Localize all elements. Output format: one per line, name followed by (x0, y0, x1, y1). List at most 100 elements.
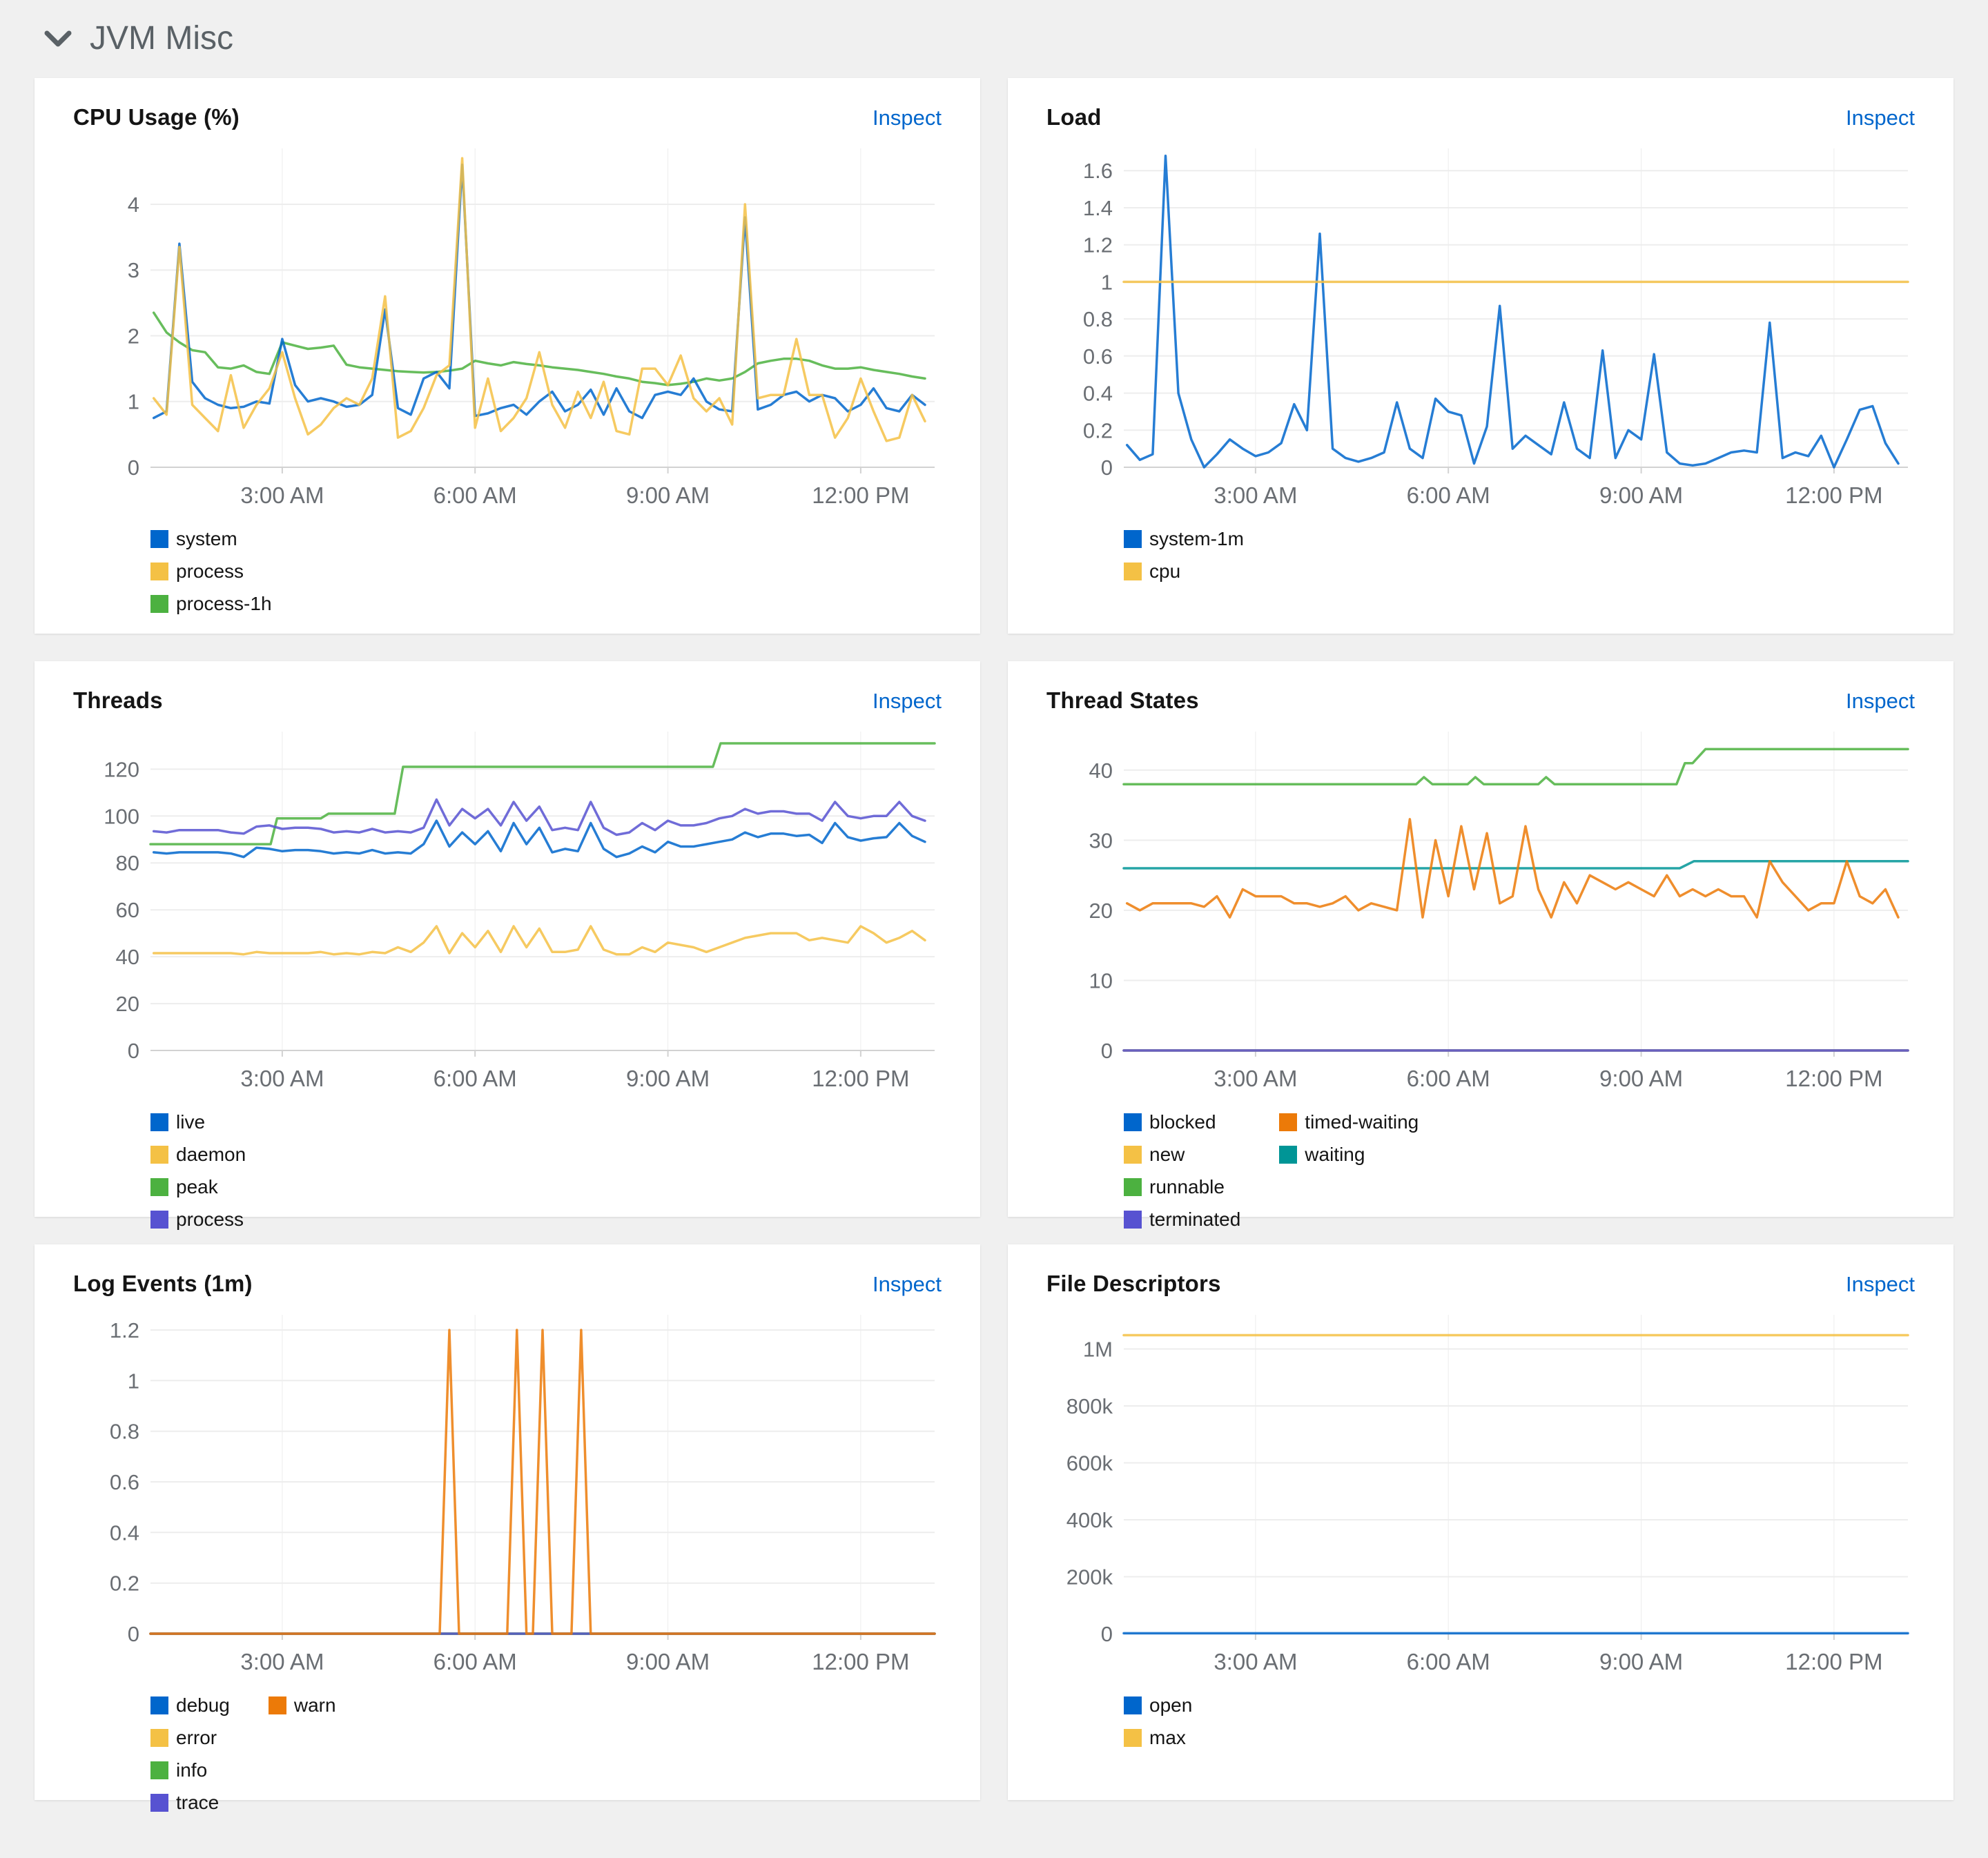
legend-label: process (176, 1209, 244, 1230)
legend-item-process: process (150, 1209, 246, 1231)
panel-title: File Descriptors (1046, 1271, 1221, 1296)
svg-text:600k: 600k (1066, 1451, 1113, 1476)
legend-swatch-icon (150, 1146, 168, 1164)
svg-text:3: 3 (128, 258, 139, 282)
legend-item-daemon: daemon (150, 1144, 246, 1166)
chart-legend: blocked new runnable terminated timed-waitin… (1124, 1111, 1915, 1231)
svg-text:3:00 AM: 3:00 AM (240, 1649, 324, 1674)
legend-item-max: max (1124, 1727, 1192, 1749)
svg-text:0: 0 (128, 1039, 139, 1063)
svg-text:12:00 PM: 12:00 PM (812, 1066, 909, 1091)
legend-swatch-icon (150, 1729, 168, 1747)
thread-states-chart[interactable]: 3:00 AM 6:00 AM 9:00 AM 12:00 PM 0 10 20 30 40 (1046, 721, 1915, 1107)
svg-text:200k: 200k (1066, 1565, 1113, 1590)
panel-title: Load (1046, 104, 1102, 130)
svg-text:0: 0 (1101, 456, 1113, 480)
legend-label: process (176, 560, 244, 582)
svg-text:9:00 AM: 9:00 AM (1599, 1066, 1683, 1091)
inspect-link[interactable]: Inspect (873, 689, 942, 713)
svg-text:80: 80 (116, 851, 139, 875)
legend-item-terminated: terminated (1124, 1209, 1240, 1231)
svg-text:0.2: 0.2 (110, 1572, 139, 1596)
section-title: JVM Misc (90, 20, 233, 57)
legend-swatch-icon (268, 1696, 286, 1714)
legend-swatch-icon (150, 1113, 168, 1131)
legend-label: open (1149, 1694, 1193, 1716)
chart-legend: live daemon peak process (150, 1111, 942, 1231)
panel-title: CPU Usage (%) (73, 104, 240, 130)
inspect-link[interactable]: Inspect (873, 106, 942, 130)
svg-text:12:00 PM: 12:00 PM (812, 1649, 909, 1674)
svg-text:6:00 AM: 6:00 AM (1407, 482, 1490, 508)
log-events-chart[interactable]: 3:00 AM 6:00 AM 9:00 AM 12:00 PM 0 0.2 0.4 0.6 0… (73, 1304, 942, 1690)
load-chart[interactable]: 3:00 AM 6:00 AM 9:00 AM 12:00 PM 0 0.2 0.4 0.6 0… (1046, 137, 1915, 524)
panel-file-descriptors: File Descriptors Inspect 3:00 AM 6:00 AM 9… (1008, 1244, 1953, 1800)
svg-text:0.8: 0.8 (110, 1420, 139, 1444)
legend-label: waiting (1305, 1144, 1365, 1165)
svg-text:0.2: 0.2 (1083, 418, 1113, 442)
cpu-usage-chart[interactable]: 3:00 AM 6:00 AM 9:00 AM 12:00 PM 0 1 2 3 4 (73, 137, 942, 524)
file-descriptors-chart[interactable]: 3:00 AM 6:00 AM 9:00 AM 12:00 PM 0 200k 400k 60… (1046, 1304, 1915, 1690)
dashboard-grid: CPU Usage (%) Inspect 3:00 AM 6:00 AM 9:00… (35, 78, 1953, 1813)
legend-label: daemon (176, 1144, 246, 1165)
legend-swatch-icon (1124, 563, 1142, 580)
legend-swatch-icon (1124, 530, 1142, 548)
svg-text:40: 40 (1089, 759, 1113, 783)
legend-item-runnable: runnable (1124, 1176, 1240, 1198)
legend-swatch-icon (150, 1178, 168, 1196)
svg-text:1.2: 1.2 (1083, 233, 1113, 257)
svg-text:20: 20 (116, 992, 139, 1016)
svg-text:1: 1 (1101, 270, 1113, 294)
svg-text:9:00 AM: 9:00 AM (626, 1649, 710, 1674)
legend-swatch-icon (1279, 1113, 1298, 1131)
svg-text:0: 0 (1101, 1622, 1113, 1646)
chart-legend: debug error info trace warn (150, 1694, 942, 1814)
legend-label: debug (176, 1694, 230, 1716)
svg-text:3:00 AM: 3:00 AM (240, 482, 324, 508)
svg-text:1.4: 1.4 (1083, 196, 1113, 220)
legend-item-open: open (1124, 1694, 1192, 1717)
svg-text:20: 20 (1089, 899, 1113, 923)
svg-text:0.6: 0.6 (1083, 344, 1113, 369)
svg-text:0.6: 0.6 (110, 1470, 139, 1494)
inspect-link[interactable]: Inspect (873, 1272, 942, 1296)
panel-thread-states: Thread States Inspect 3:00 AM 6:00 AM 9:00… (1008, 661, 1953, 1230)
svg-text:400k: 400k (1066, 1508, 1113, 1532)
svg-text:3:00 AM: 3:00 AM (1214, 482, 1297, 508)
legend-item-system: system (150, 528, 272, 550)
threads-chart[interactable]: 3:00 AM 6:00 AM 9:00 AM 12:00 PM 0 20 40 60 80 10… (73, 721, 942, 1107)
svg-text:12:00 PM: 12:00 PM (1785, 1066, 1882, 1091)
legend-item-blocked: blocked (1124, 1111, 1240, 1133)
section-jvm-misc-toggle[interactable]: JVM Misc (44, 19, 233, 57)
legend-swatch-icon (150, 1696, 168, 1714)
chart-legend: system-1m cpu (1124, 528, 1915, 583)
legend-label: system (176, 528, 237, 549)
legend-label: timed-waiting (1305, 1111, 1419, 1133)
legend-swatch-icon (1124, 1146, 1142, 1164)
legend-label: runnable (1149, 1176, 1225, 1197)
svg-text:6:00 AM: 6:00 AM (1407, 1649, 1490, 1674)
svg-text:120: 120 (104, 757, 139, 781)
svg-text:3:00 AM: 3:00 AM (1214, 1649, 1297, 1674)
legend-swatch-icon (150, 530, 168, 548)
svg-text:9:00 AM: 9:00 AM (1599, 482, 1683, 508)
legend-swatch-icon (150, 1794, 168, 1812)
svg-text:6:00 AM: 6:00 AM (433, 482, 517, 508)
svg-text:800k: 800k (1066, 1394, 1113, 1418)
panel-load: Load Inspect 3:00 AM 6:00 AM 9:00 AM 12:00 … (1008, 78, 1953, 634)
legend-label: trace (176, 1792, 220, 1813)
svg-text:2: 2 (128, 324, 139, 349)
inspect-link[interactable]: Inspect (1846, 1272, 1915, 1296)
inspect-link[interactable]: Inspect (1846, 689, 1915, 713)
legend-swatch-icon (1124, 1729, 1142, 1747)
inspect-link[interactable]: Inspect (1846, 106, 1915, 130)
svg-text:9:00 AM: 9:00 AM (626, 482, 710, 508)
legend-label: warn (293, 1694, 336, 1716)
svg-text:100: 100 (104, 804, 139, 828)
svg-text:4: 4 (128, 193, 139, 217)
legend-label: peak (176, 1176, 218, 1197)
svg-text:1M: 1M (1083, 1338, 1113, 1362)
legend-swatch-icon (1124, 1696, 1142, 1714)
svg-text:3:00 AM: 3:00 AM (1214, 1066, 1297, 1091)
legend-item-process: process (150, 560, 272, 583)
